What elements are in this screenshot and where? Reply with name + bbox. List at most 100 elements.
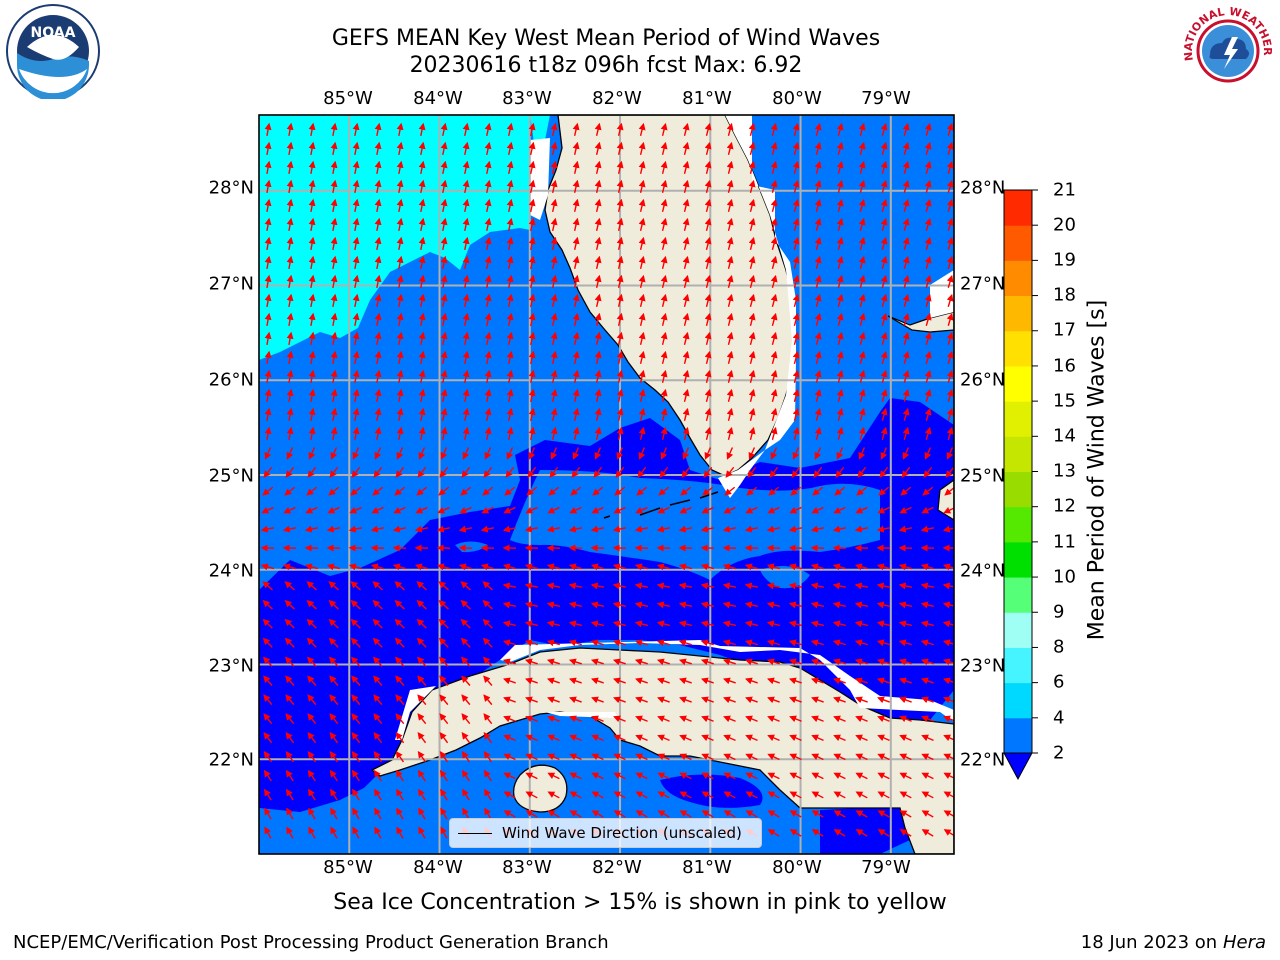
wave-arrow bbox=[569, 696, 582, 704]
wave-arrow bbox=[440, 293, 448, 308]
wave-arrow bbox=[767, 696, 780, 704]
wave-arrow bbox=[352, 426, 360, 441]
wave-arrow bbox=[726, 388, 734, 402]
wave-arrow bbox=[836, 350, 844, 364]
wave-arrow bbox=[726, 217, 734, 231]
wave-arrow bbox=[723, 696, 736, 704]
wave-arrow bbox=[612, 563, 626, 571]
wave-arrow bbox=[898, 601, 913, 609]
wave-arrow bbox=[330, 179, 338, 194]
wave-arrow bbox=[880, 160, 888, 174]
wave-arrow bbox=[770, 122, 778, 136]
wave-arrow bbox=[308, 217, 316, 232]
wave-arrow bbox=[722, 620, 736, 628]
wave-arrow bbox=[924, 388, 932, 402]
wave-arrow bbox=[330, 331, 338, 346]
wave-arrow bbox=[372, 618, 383, 629]
wave-arrow bbox=[879, 466, 889, 478]
wave-arrow bbox=[660, 274, 668, 288]
wave-arrow bbox=[723, 734, 736, 742]
wave-arrow bbox=[744, 620, 758, 628]
wave-arrow bbox=[396, 312, 404, 327]
wave-arrow bbox=[594, 274, 602, 288]
wave-arrow bbox=[395, 694, 405, 706]
wave-arrow bbox=[590, 563, 604, 571]
wave-arrow bbox=[330, 388, 338, 403]
wave-arrow bbox=[638, 369, 646, 383]
wave-arrow bbox=[394, 637, 405, 648]
wave-arrow bbox=[308, 255, 316, 270]
wave-arrow bbox=[264, 198, 272, 213]
wave-arrow bbox=[263, 675, 273, 686]
wave-arrow bbox=[833, 506, 846, 514]
wave-arrow bbox=[528, 312, 536, 327]
wave-arrow bbox=[350, 599, 361, 610]
lat-tick-left: 25°N bbox=[208, 465, 254, 487]
wave-arrow bbox=[550, 122, 558, 137]
wave-arrow bbox=[440, 141, 448, 156]
wave-arrow bbox=[480, 525, 495, 533]
wave-arrow bbox=[418, 141, 426, 156]
wave-arrow bbox=[682, 447, 690, 460]
wave-arrow bbox=[726, 293, 734, 307]
wave-arrow bbox=[504, 486, 516, 496]
wave-arrow bbox=[374, 122, 382, 137]
wave-arrow bbox=[726, 179, 734, 193]
wave-arrow bbox=[858, 198, 866, 212]
wave-arrow bbox=[594, 236, 602, 250]
wave-arrow bbox=[924, 236, 932, 250]
wave-arrow bbox=[352, 312, 360, 327]
wave-arrow bbox=[502, 639, 516, 647]
wave-arrow bbox=[770, 236, 778, 250]
wave-arrow bbox=[506, 160, 514, 175]
wave-arrow bbox=[461, 466, 471, 478]
wave-arrow bbox=[657, 734, 670, 742]
wave-arrow bbox=[722, 658, 736, 666]
wave-arrow bbox=[854, 601, 869, 609]
wave-arrow bbox=[836, 331, 844, 345]
wave-arrow bbox=[726, 369, 734, 383]
wave-arrow bbox=[834, 486, 846, 496]
wave-arrow bbox=[418, 426, 426, 441]
wave-arrow bbox=[351, 732, 361, 744]
wave-arrow bbox=[264, 274, 272, 289]
wave-arrow bbox=[722, 563, 736, 571]
wave-arrow bbox=[722, 525, 737, 533]
colorbar-segment bbox=[1004, 330, 1032, 367]
wave-arrow bbox=[568, 582, 583, 590]
wave-arrow bbox=[462, 122, 470, 137]
wave-arrow bbox=[924, 198, 932, 212]
wave-arrow bbox=[307, 732, 317, 744]
wave-arrow bbox=[286, 236, 294, 251]
chart-subtitle: 20230616 t18z 096h fcst Max: 6.92 bbox=[409, 53, 803, 78]
wave-arrow bbox=[546, 601, 561, 609]
wave-arrow bbox=[814, 312, 822, 326]
wave-arrow bbox=[770, 141, 778, 155]
wave-arrow bbox=[526, 486, 538, 496]
wave-arrow bbox=[548, 486, 560, 496]
wave-arrow bbox=[352, 160, 360, 175]
wave-arrow bbox=[745, 506, 758, 514]
wave-arrow bbox=[748, 388, 756, 402]
lat-tick-left: 27°N bbox=[208, 273, 254, 295]
lat-tick-left: 24°N bbox=[208, 560, 254, 582]
wave-arrow bbox=[902, 198, 910, 212]
wave-arrow bbox=[638, 179, 646, 193]
colorbar-segment bbox=[1004, 401, 1032, 437]
wave-arrow bbox=[461, 694, 471, 706]
wave-arrow bbox=[348, 563, 362, 571]
wave-arrow bbox=[656, 525, 671, 533]
wave-arrow bbox=[418, 293, 426, 308]
wave-arrow bbox=[528, 198, 536, 213]
wave-arrow bbox=[352, 141, 360, 156]
colorbar-tick: 10 bbox=[1053, 566, 1076, 588]
colorbar-tick: 2 bbox=[1053, 742, 1065, 764]
wave-arrow bbox=[726, 407, 734, 421]
wave-arrow bbox=[395, 466, 405, 478]
wave-arrow bbox=[572, 426, 580, 441]
wave-arrow bbox=[503, 734, 516, 742]
wave-arrow bbox=[770, 179, 778, 193]
wave-arrow bbox=[924, 274, 932, 288]
wave-arrow bbox=[612, 582, 627, 590]
wave-arrow bbox=[858, 388, 866, 402]
